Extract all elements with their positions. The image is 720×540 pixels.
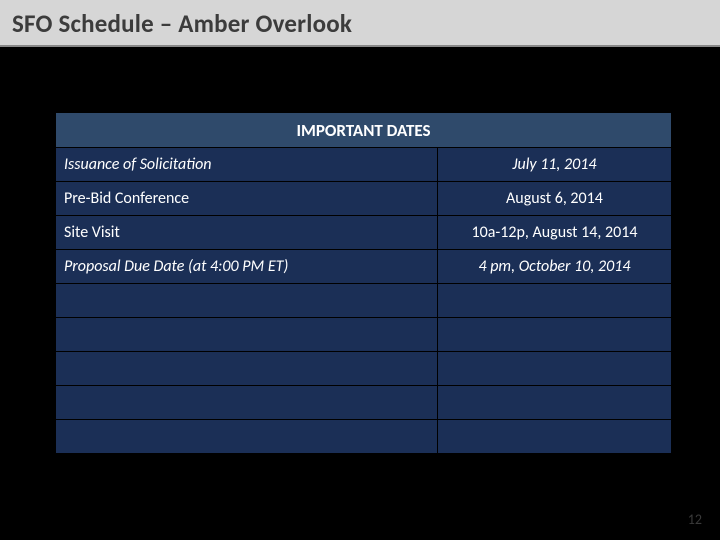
- table-row: [56, 318, 672, 352]
- dates-table-body: Issuance of Solicitation July 11, 2014 P…: [56, 148, 672, 454]
- table-row: [56, 284, 672, 318]
- row-label: [56, 318, 438, 352]
- table-row: [56, 386, 672, 420]
- row-label: [56, 420, 438, 454]
- row-date: [437, 420, 671, 454]
- dates-table: Issuance of Solicitation July 11, 2014 P…: [55, 147, 672, 454]
- row-date: [437, 352, 671, 386]
- row-label: Site Visit: [56, 216, 438, 250]
- row-label: Proposal Due Date (at 4:00 PM ET): [56, 250, 438, 284]
- slide-title: SFO Schedule – Amber Overlook: [0, 0, 720, 47]
- table-row: Pre-Bid Conference August 6, 2014: [56, 182, 672, 216]
- row-date: [437, 318, 671, 352]
- row-date: August 6, 2014: [437, 182, 671, 216]
- row-date: [437, 386, 671, 420]
- table-row: [56, 420, 672, 454]
- row-date: July 11, 2014: [437, 148, 671, 182]
- row-date: 10a-12p, August 14, 2014: [437, 216, 671, 250]
- table-row: [56, 352, 672, 386]
- page-number: 12: [688, 511, 702, 528]
- row-label: Issuance of Solicitation: [56, 148, 438, 182]
- row-label: Pre-Bid Conference: [56, 182, 438, 216]
- table-row: Issuance of Solicitation July 11, 2014: [56, 148, 672, 182]
- row-date: 4 pm, October 10, 2014: [437, 250, 671, 284]
- dates-table-container: IMPORTANT DATES Issuance of Solicitation…: [55, 112, 672, 454]
- slide: SFO Schedule – Amber Overlook IMPORTANT …: [0, 0, 720, 540]
- table-row: Proposal Due Date (at 4:00 PM ET) 4 pm, …: [56, 250, 672, 284]
- row-label: [56, 284, 438, 318]
- table-row: Site Visit 10a-12p, August 14, 2014: [56, 216, 672, 250]
- row-label: [56, 386, 438, 420]
- row-label: [56, 352, 438, 386]
- row-date: [437, 284, 671, 318]
- dates-table-header: IMPORTANT DATES: [55, 112, 672, 147]
